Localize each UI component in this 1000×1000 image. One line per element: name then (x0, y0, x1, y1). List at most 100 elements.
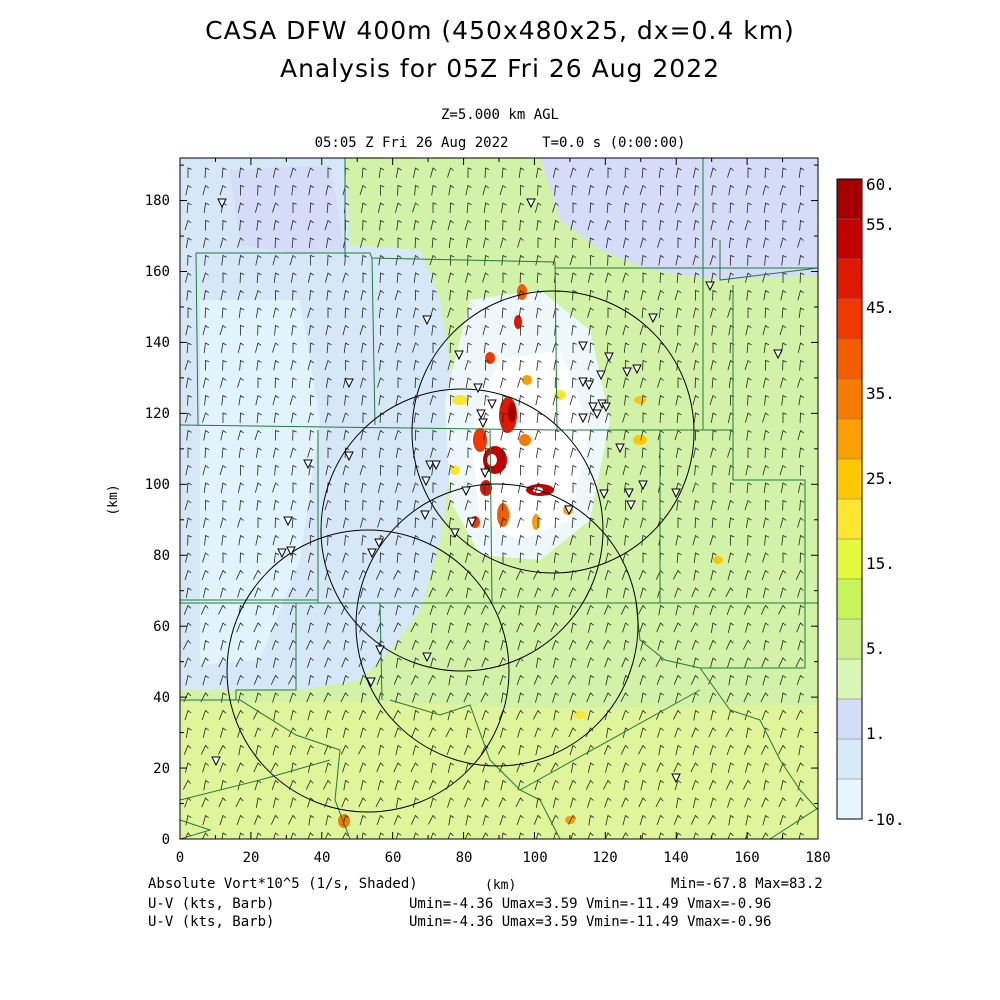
wind-barb (185, 324, 192, 336)
wind-barb (589, 342, 595, 354)
wind-barb (623, 482, 630, 493)
wind-barb (255, 797, 262, 808)
wind-barb (394, 639, 402, 651)
wind-barb (377, 482, 385, 493)
wind-barb (449, 342, 455, 354)
wind-barb (692, 482, 699, 493)
wind-barb (517, 587, 524, 598)
wind-barb (747, 534, 752, 546)
wind-barb (760, 692, 769, 703)
wind-barb (604, 709, 612, 721)
wind-barb (220, 482, 227, 493)
wind-barb (377, 587, 384, 598)
station-marker (671, 488, 681, 499)
wind-barb (324, 797, 332, 808)
wind-barb (624, 394, 630, 406)
wind-barb (360, 429, 367, 441)
wind-barb (358, 797, 367, 808)
wind-barb (693, 412, 700, 423)
wind-barb (219, 814, 227, 826)
wind-barb (396, 219, 402, 231)
wind-barb (482, 587, 490, 598)
wind-barb (238, 744, 245, 756)
wind-barb (432, 482, 437, 493)
wind-barb (448, 517, 455, 528)
colorbar-segment (837, 339, 862, 380)
wind-barb (640, 692, 647, 703)
wind-barb (780, 517, 787, 528)
station-marker (283, 516, 293, 527)
wind-barb (289, 692, 297, 703)
wind-barb (203, 482, 210, 493)
station-marker (624, 488, 634, 499)
wind-barb (222, 499, 227, 511)
wind-barb (762, 377, 770, 388)
wind-barb (237, 237, 244, 248)
wind-barb (622, 464, 629, 476)
wind-barb (393, 762, 402, 773)
wind-barb (362, 552, 367, 563)
wind-barb (763, 639, 770, 651)
wind-barb (693, 272, 700, 283)
wind-barb (201, 569, 209, 581)
wind-barb (395, 604, 402, 616)
wind-barb (447, 359, 454, 371)
wind-barb (273, 499, 280, 511)
wind-barb (327, 394, 332, 406)
wind-barb (620, 604, 629, 615)
wind-barb (534, 587, 542, 598)
wind-barb (499, 464, 507, 476)
wind-barb (797, 779, 804, 791)
wind-barb (203, 639, 210, 651)
wind-barb (410, 674, 419, 685)
wind-barb (640, 377, 647, 388)
wind-barb (658, 604, 665, 616)
wind-barb (622, 622, 629, 633)
wind-barb (411, 727, 419, 738)
wind-barb (676, 359, 682, 371)
wind-barb (622, 517, 630, 528)
wind-barb (518, 307, 525, 318)
wind-barb (204, 447, 210, 459)
wind-barb (237, 202, 245, 213)
wind-barb (800, 324, 805, 336)
station-marker (467, 517, 477, 528)
x-tick-60: 60 (385, 850, 402, 866)
wind-barb (257, 464, 262, 476)
wind-barb (290, 762, 297, 773)
wind-barb (310, 394, 315, 406)
wind-barb (218, 797, 227, 808)
wind-barb (222, 219, 227, 231)
wind-barb (344, 447, 350, 459)
wind-barb (745, 464, 752, 476)
wind-barb (326, 342, 332, 354)
wind-barb (552, 447, 560, 458)
wind-barb (447, 569, 454, 581)
wind-barb (658, 744, 665, 756)
wind-barb (642, 219, 647, 231)
station-marker (375, 645, 385, 656)
wind-barb (397, 377, 402, 388)
wind-barb (778, 797, 787, 808)
wind-barb (202, 272, 209, 283)
wind-barb (781, 167, 787, 179)
barb-label-1: U-V (kts, Barb) (148, 896, 275, 912)
wind-barb (202, 237, 210, 248)
wind-barb (690, 762, 699, 773)
wind-barb (498, 657, 507, 668)
wind-barb (253, 674, 262, 685)
wind-barb (692, 254, 699, 266)
wind-barb (673, 709, 681, 720)
wind-barb (288, 814, 296, 825)
wind-barb (623, 202, 630, 213)
wind-barb (622, 814, 629, 826)
wind-barb (412, 202, 419, 213)
wind-barb (272, 482, 279, 493)
wind-barb (535, 447, 542, 458)
wind-barb (570, 359, 577, 371)
wind-barb (464, 499, 472, 511)
wind-barb (447, 552, 455, 563)
wind-barb (430, 499, 437, 511)
wind-barb (674, 779, 682, 791)
